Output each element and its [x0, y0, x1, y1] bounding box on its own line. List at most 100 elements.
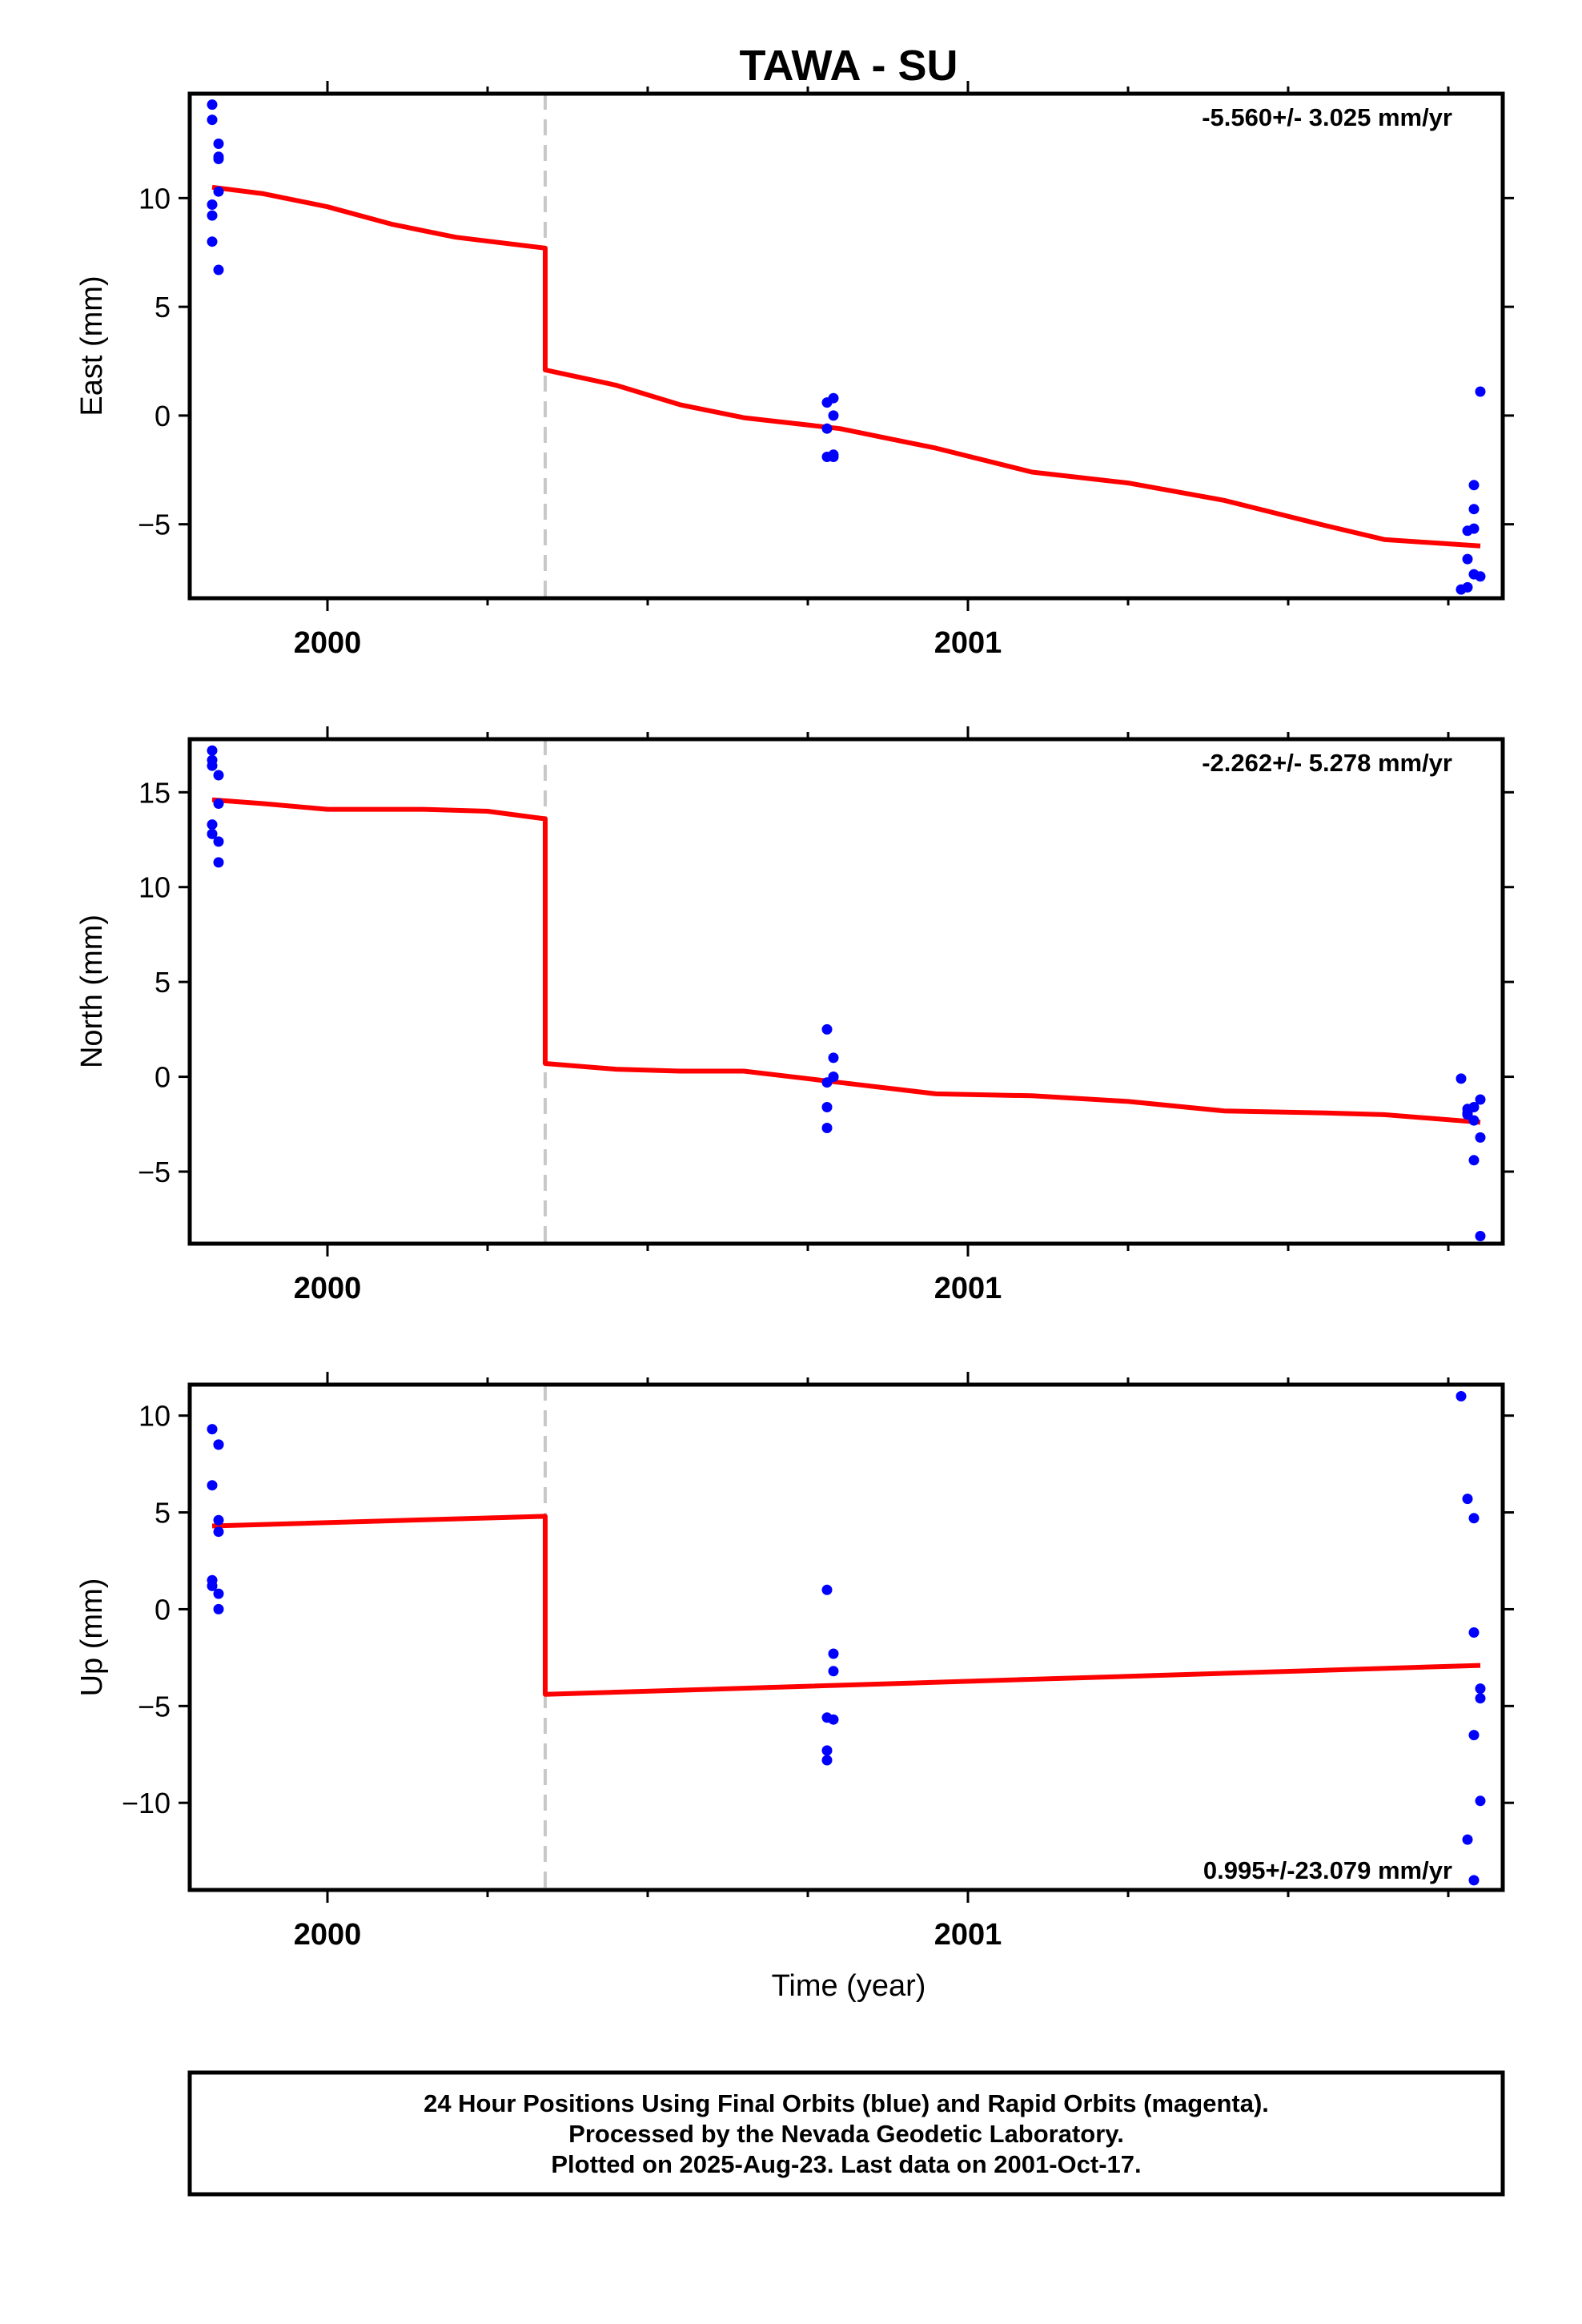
east-y-axis-label: East (mm): [75, 275, 109, 416]
up-data-point: [821, 1745, 833, 1756]
east-data-point: [213, 139, 224, 149]
north-data-point: [213, 798, 224, 809]
east-data-point: [213, 264, 224, 275]
east-panel: −5 0 5 10 2000 2001 East (mm) -5.560+/- 3.025 m…: [75, 81, 1514, 660]
up-data-point: [1468, 1875, 1480, 1886]
east-data-point: [1468, 523, 1480, 534]
east-frame: [187, 91, 1505, 601]
north-data-point: [207, 754, 218, 766]
y-tick-label: −5: [138, 1690, 171, 1723]
x-year-label: 2000: [294, 1272, 362, 1305]
north-data-point: [1468, 1155, 1480, 1166]
up-data-point: [821, 1584, 833, 1595]
up-data-point: [213, 1526, 224, 1538]
up-data-point: [828, 1714, 839, 1725]
up-data-point: [821, 1755, 833, 1766]
chart-title: TAWA - SU: [740, 42, 958, 90]
footer-line-2: Processed by the Nevada Geodetic Laborat…: [568, 2120, 1124, 2148]
y-tick-label: 0: [155, 1593, 171, 1626]
up-data-point: [213, 1603, 224, 1614]
up-data-point: [1468, 1513, 1480, 1524]
east-data-point: [1468, 504, 1480, 515]
north-data-point: [213, 836, 224, 847]
footer-line-3: Plotted on 2025-Aug-23. Last data on 200…: [551, 2150, 1141, 2178]
north-data-point: [1475, 1231, 1486, 1241]
up-data-point: [213, 1514, 224, 1526]
up-model-line: [211, 1514, 1481, 1697]
up-data-point: [213, 1439, 224, 1450]
y-tick-label: 0: [155, 400, 171, 432]
y-tick-label: 10: [139, 182, 171, 215]
up-frame: [187, 1382, 1505, 1892]
east-data-point: [828, 392, 839, 404]
north-data-point: [1475, 1132, 1486, 1143]
east-model-line: [211, 184, 1481, 549]
y-tick-label: 15: [139, 776, 171, 809]
east-rate-label: -5.560+/- 3.025 mm/yr: [1202, 103, 1452, 131]
y-tick-label: 0: [155, 1061, 171, 1094]
up-data-point: [828, 1648, 839, 1659]
up-rate-label: 0.995+/-23.079 mm/yr: [1203, 1856, 1452, 1884]
up-data-point: [1462, 1494, 1473, 1505]
north-y-axis-label: North (mm): [75, 915, 109, 1068]
y-tick-label: −5: [138, 1156, 171, 1188]
up-data-point: [207, 1580, 218, 1591]
east-data-point: [207, 210, 218, 221]
north-data-point: [207, 828, 218, 839]
x-year-label: 2001: [934, 626, 1002, 660]
east-data-point: [213, 186, 224, 197]
east-data-point: [207, 99, 218, 111]
north-data-point: [1456, 1073, 1467, 1084]
east-data-point: [207, 199, 218, 210]
y-tick-label: −10: [122, 1787, 171, 1819]
up-data-point: [828, 1666, 839, 1677]
x-year-label: 2001: [934, 1918, 1002, 1952]
footer-frame: [187, 2070, 1505, 2197]
east-data-point: [207, 115, 218, 126]
footer-box: 24 Hour Positions Using Final Orbits (bl…: [187, 2070, 1505, 2197]
up-data-point: [207, 1424, 218, 1435]
up-data-point: [1475, 1795, 1486, 1807]
north-rate-label: -2.262+/- 5.278 mm/yr: [1202, 749, 1452, 777]
x-axis-label: Time (year): [772, 1969, 926, 2003]
y-tick-label: 5: [155, 1497, 171, 1530]
north-data-point: [821, 1023, 833, 1035]
east-data-point: [1468, 480, 1480, 491]
x-year-label: 2000: [294, 626, 362, 660]
y-tick-label: 5: [155, 291, 171, 324]
east-data-point: [828, 410, 839, 421]
up-panel: −10 −5 0 5 10 2000 2001 Up (mm) 0.995+/-23.079 m…: [75, 1372, 1514, 1952]
x-year-label: 2001: [934, 1272, 1002, 1305]
east-data-point: [821, 423, 833, 434]
north-data-point: [821, 1102, 833, 1112]
east-data-point: [828, 452, 839, 462]
up-data-point: [1456, 1391, 1467, 1401]
east-data-point: [213, 151, 224, 163]
north-data-point: [821, 1123, 833, 1133]
panels-group: −5 0 5 10 2000 2001 East (mm) -5.560+/- 3.025 m…: [75, 81, 1514, 1952]
up-data-point: [1468, 1627, 1480, 1638]
x-year-label: 2000: [294, 1918, 362, 1952]
north-data-point: [828, 1052, 839, 1063]
east-data-point: [1462, 581, 1473, 593]
east-data-point: [1475, 386, 1486, 397]
east-data-point: [207, 236, 218, 247]
up-data-point: [1462, 1834, 1473, 1845]
north-data-point: [213, 857, 224, 868]
north-data-point: [1468, 1102, 1480, 1112]
up-data-point: [213, 1588, 224, 1599]
north-data-point: [1475, 1094, 1486, 1105]
y-tick-label: 10: [139, 871, 171, 904]
up-data-point: [1468, 1730, 1480, 1741]
up-data-point: [207, 1480, 218, 1491]
y-tick-label: 10: [139, 1400, 171, 1433]
north-data-point: [207, 819, 218, 830]
up-y-axis-label: Up (mm): [75, 1578, 109, 1697]
y-tick-label: −5: [138, 509, 171, 541]
north-frame: [187, 737, 1505, 1246]
up-data-point: [1475, 1693, 1486, 1704]
north-data-point: [213, 770, 224, 781]
footer-line-1: 24 Hour Positions Using Final Orbits (bl…: [424, 2089, 1269, 2117]
east-data-point: [1475, 571, 1486, 582]
